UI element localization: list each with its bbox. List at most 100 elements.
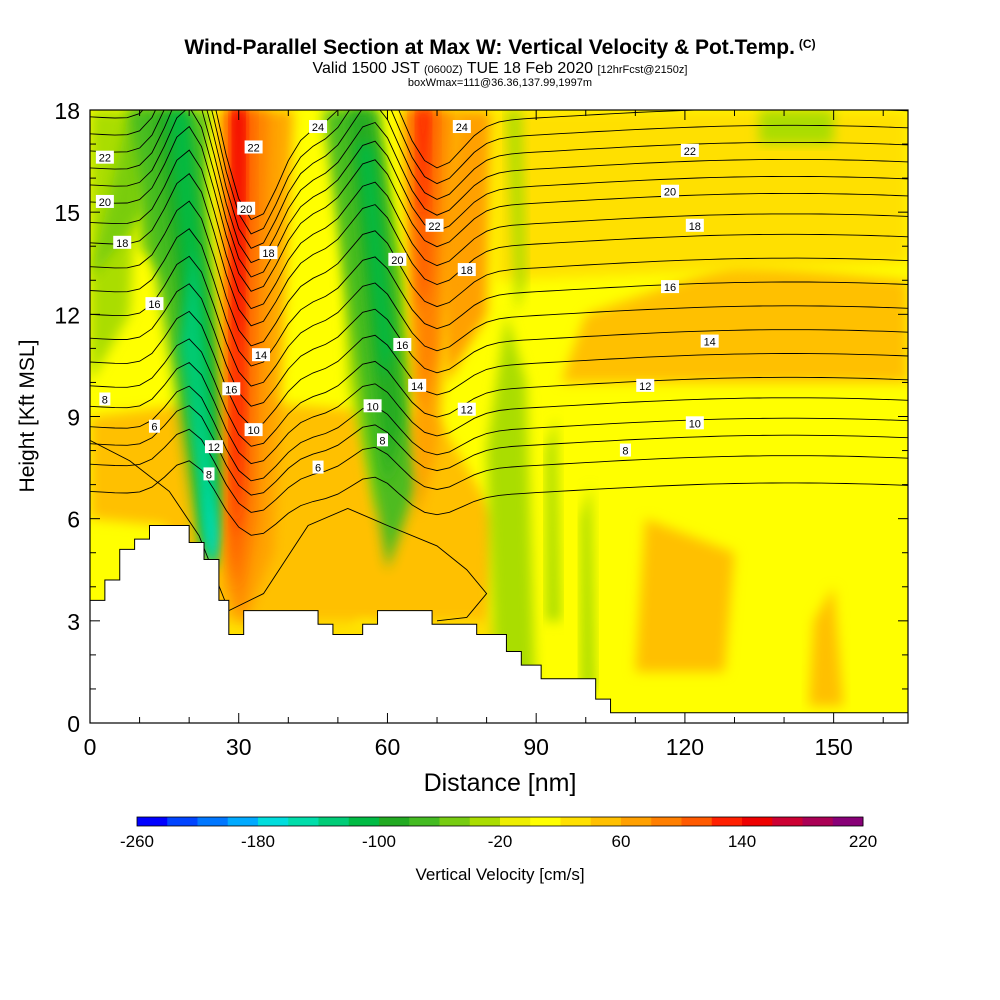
valid-date: TUE 18 Feb 2020 — [466, 60, 593, 77]
contour-label: 22 — [680, 143, 699, 158]
contour-label-bg — [113, 235, 132, 249]
contour-label-bg — [148, 419, 160, 433]
x-tick-label: 150 — [814, 734, 852, 760]
theta-contour — [90, 110, 908, 264]
contour-label-bg — [388, 252, 407, 266]
colorbar-swatch — [379, 817, 410, 826]
colorbar: -260 -180 -100 -20 60 140 220 — [120, 816, 877, 851]
colorbar-swatch — [500, 817, 531, 826]
theta-contour — [90, 200, 908, 347]
contour-label: 12 — [457, 402, 476, 417]
y-tick-label: 12 — [54, 302, 80, 328]
theta-contour — [90, 149, 908, 310]
contour-label: 10 — [244, 423, 263, 437]
contour-label-text: 8 — [206, 469, 212, 481]
contour-label-text: 22 — [684, 146, 696, 158]
contour-label-bg — [259, 246, 278, 260]
contour-label-text: 6 — [315, 463, 321, 475]
contour-label-text: 22 — [428, 221, 440, 233]
contour-label-bg — [222, 382, 241, 396]
colorbar-swatch — [530, 817, 561, 826]
contour-label-bg — [425, 218, 444, 232]
contour-label-bg — [252, 348, 271, 362]
x-tick-label: 120 — [666, 734, 704, 760]
contour-label: 20 — [237, 201, 256, 216]
contour-label-text: 6 — [151, 422, 157, 434]
colorbar-label: Vertical Velocity [cm/s] — [415, 865, 585, 884]
colorbar-swatch — [258, 817, 289, 826]
contour-label: 18 — [685, 218, 704, 233]
contour-label-text: 16 — [148, 299, 160, 311]
theta-contour — [90, 255, 908, 387]
colorbar-swatch — [197, 817, 229, 826]
contour-label-text: 12 — [461, 405, 473, 417]
x-tick-label: 90 — [523, 734, 549, 760]
y-tick-label: 15 — [54, 200, 80, 226]
terrain-profile — [89, 524, 909, 724]
contour-label-text: 12 — [639, 381, 651, 393]
colorbar-swatch — [288, 817, 319, 826]
contour-label-bg — [244, 423, 263, 437]
chart-subtitle: Valid 1500 JST (0600Z) TUE 18 Feb 2020 [… — [0, 60, 1000, 78]
contour-label-text: 18 — [689, 221, 701, 233]
contour-label: 20 — [95, 194, 114, 209]
contour-label-text: 8 — [379, 435, 385, 447]
box-wmax-info: boxWmax=111@36.36,137.99,1997m — [407, 77, 593, 89]
contour-label-text: 16 — [225, 384, 237, 396]
contour-label-bg — [203, 467, 215, 481]
contour-label-bg — [636, 378, 655, 392]
theta-contour — [90, 173, 908, 327]
theta-contour — [90, 385, 908, 482]
contour-label: 20 — [388, 252, 407, 267]
contour-label-bg — [309, 120, 328, 134]
chart-title-text: Wind-Parallel Section at Max W: Vertical… — [184, 36, 795, 59]
field-region — [808, 586, 844, 706]
contour-label: 16 — [145, 297, 164, 311]
contour-label-bg — [619, 443, 631, 457]
colorbar-swatch — [621, 817, 652, 826]
colorbar-swatch — [560, 817, 592, 826]
contour-label-text: 24 — [312, 122, 324, 134]
colorbar-swatch — [227, 817, 259, 826]
copyright-mark: (C) — [798, 37, 816, 51]
colorbar-tick-label: -20 — [488, 832, 513, 851]
colorbar-swatch — [802, 817, 834, 826]
theta-contour — [90, 125, 908, 292]
contour-label-text: 20 — [664, 187, 676, 199]
contour-label-bg — [680, 143, 699, 157]
contour-label-text: 20 — [99, 197, 111, 209]
contour-label: 10 — [685, 416, 704, 430]
contour-label-text: 22 — [99, 153, 111, 165]
contour-label: 16 — [393, 337, 412, 352]
colorbar-swatch — [137, 817, 168, 826]
theta-contour — [90, 439, 488, 622]
contour-label: 8 — [376, 433, 388, 447]
contour-label-text: 22 — [247, 142, 259, 154]
contour-label-text: 16 — [396, 340, 408, 352]
contour-label-text: 8 — [622, 446, 628, 458]
contour-label: 12 — [636, 378, 655, 393]
theta-contour — [90, 460, 908, 536]
x-axis-label: Distance [nm] — [424, 769, 577, 797]
contour-label-text: 10 — [247, 425, 259, 437]
y-tick-label: 3 — [67, 609, 80, 635]
contour-label-bg — [408, 378, 427, 392]
theta-contour — [90, 110, 908, 249]
contour-label: 8 — [99, 392, 111, 406]
axes: 0 30 60 90 120 150 0 3 6 9 12 15 18 — [54, 98, 908, 760]
colorbar-swatch — [318, 817, 350, 826]
utc-time: (0600Z) — [424, 64, 463, 76]
contour-label-text: 14 — [704, 337, 716, 349]
contour-label-text: 20 — [391, 255, 403, 267]
field-region — [580, 484, 596, 689]
contour-label-bg — [393, 337, 412, 351]
y-tick-label: 9 — [67, 405, 80, 431]
colorbar-swatch — [348, 817, 380, 826]
forecast-info: [12hrFcst@2150z] — [597, 64, 688, 76]
contour-label-bg — [204, 440, 223, 454]
theta-contour — [90, 110, 908, 278]
contour-label-bg — [700, 334, 719, 348]
theta-contour — [90, 110, 908, 221]
x-tick-label: 0 — [84, 734, 97, 760]
